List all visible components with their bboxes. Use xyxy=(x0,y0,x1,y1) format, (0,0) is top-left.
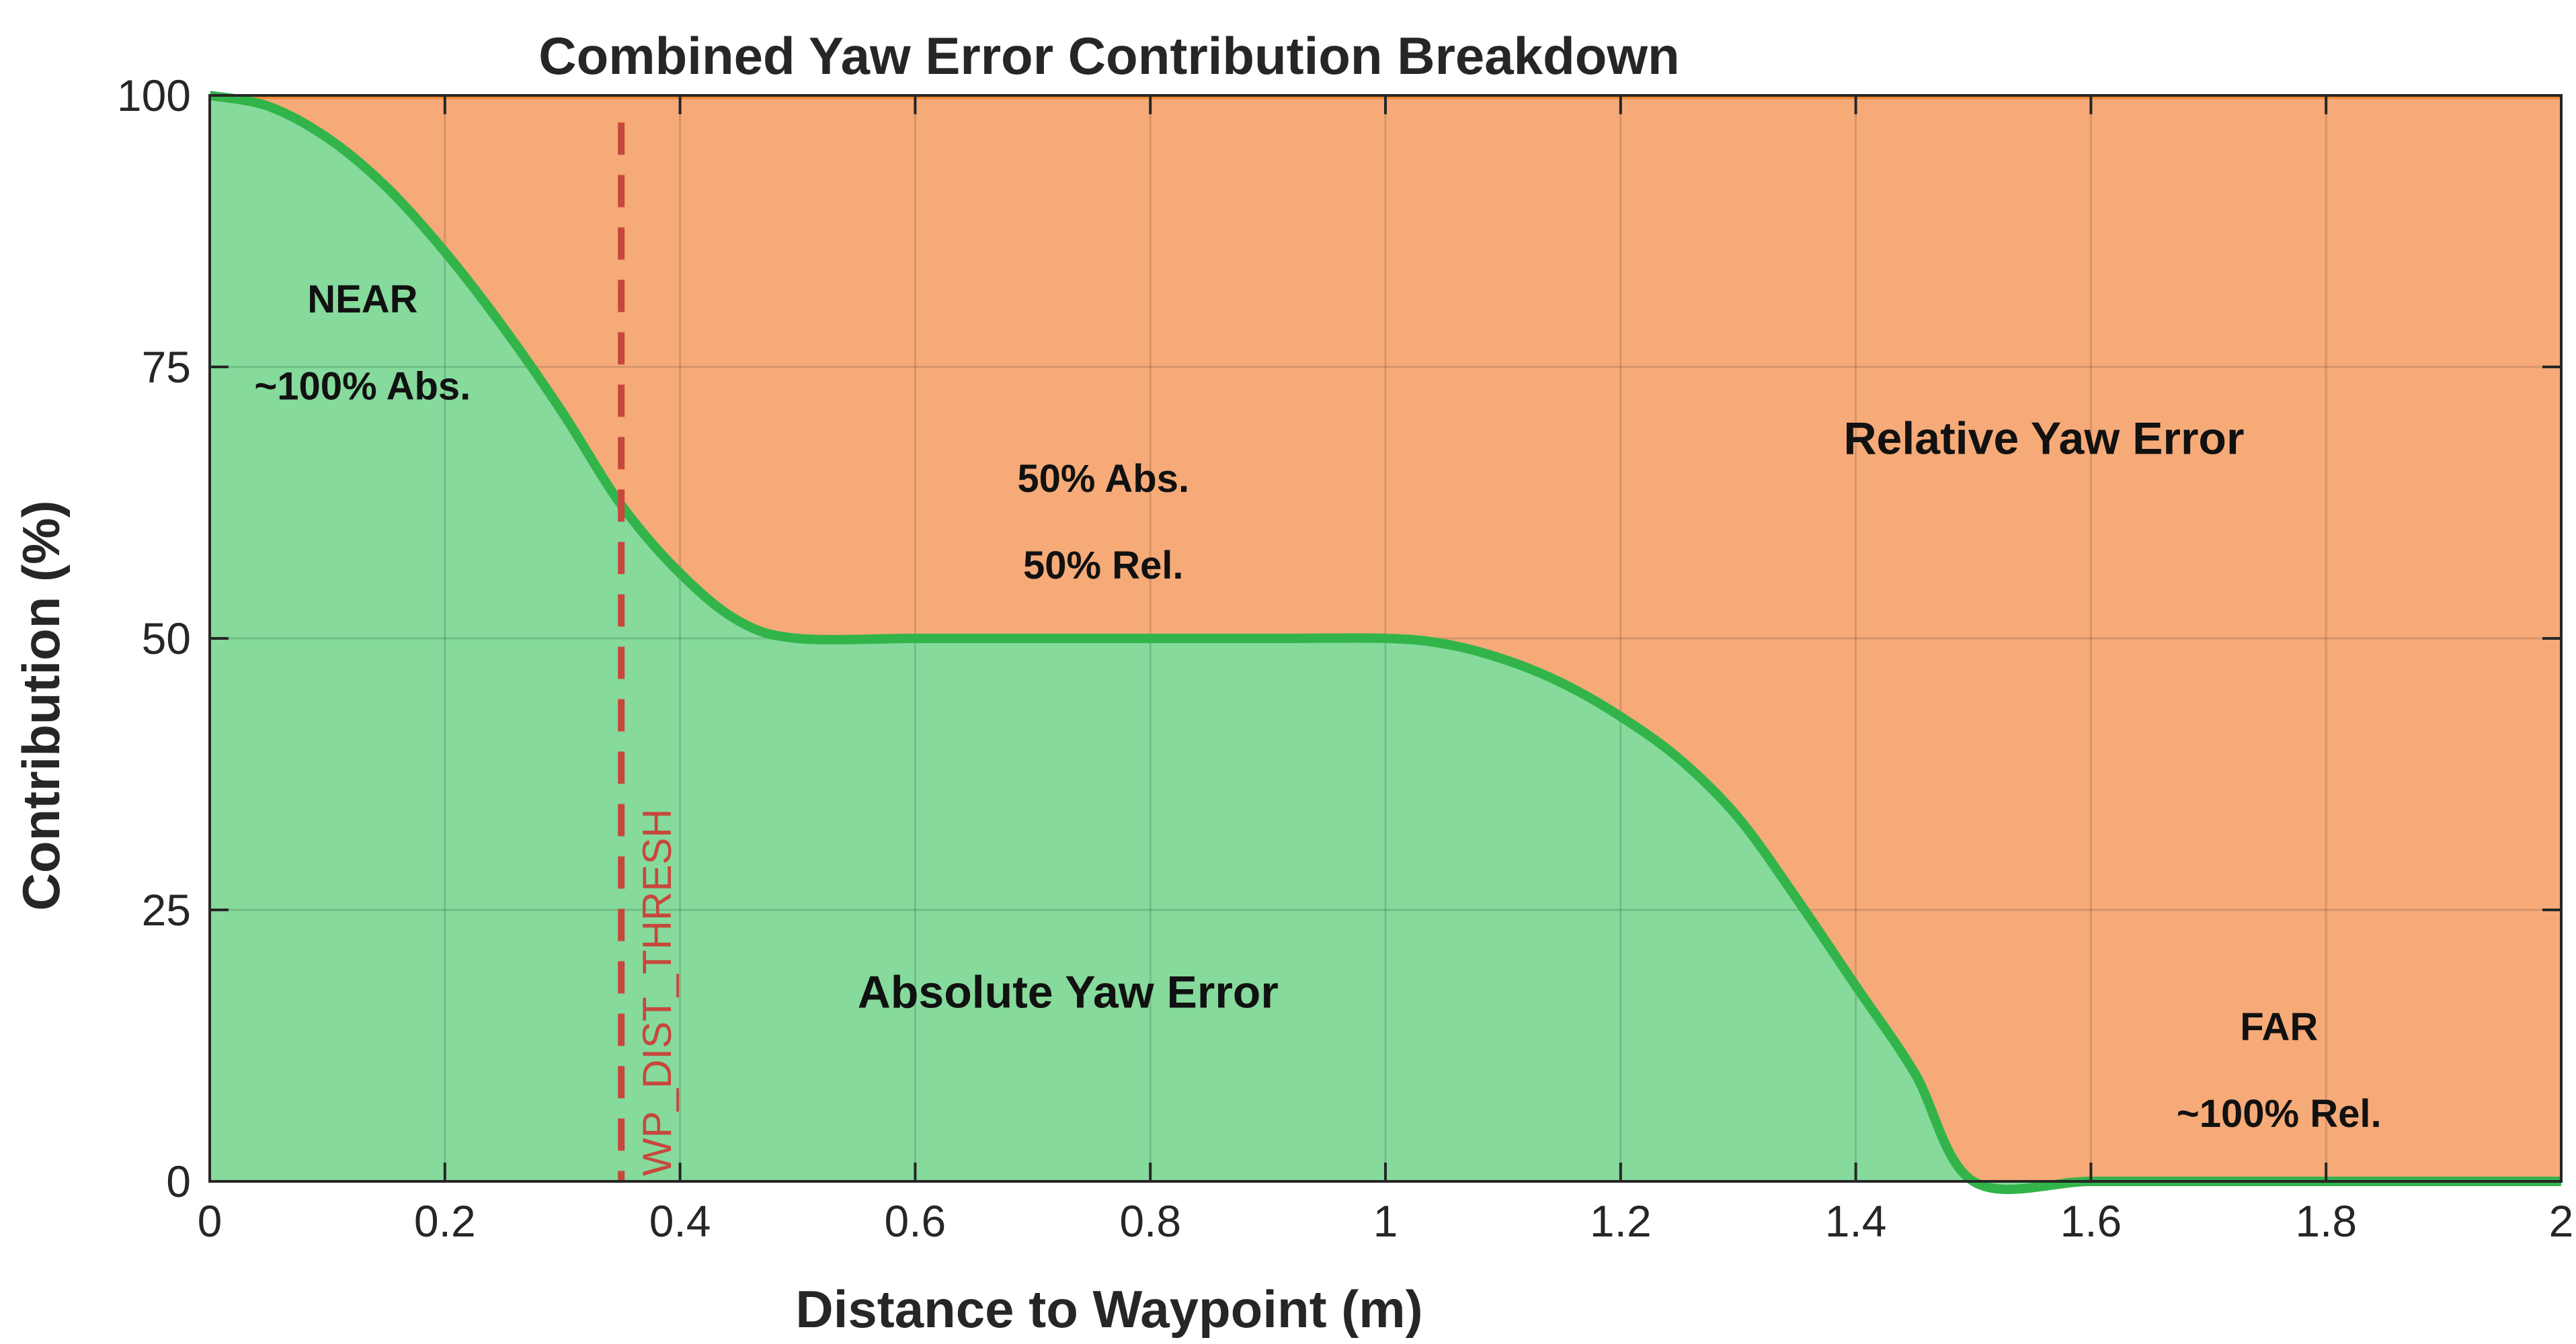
x-tick-label: 1.2 xyxy=(1590,1196,1652,1246)
y-tick-label: 50 xyxy=(142,614,191,663)
threshold-label: WP_DIST_THRESH xyxy=(635,808,680,1176)
y-tick-label: 0 xyxy=(166,1157,191,1206)
x-tick-label: 0.2 xyxy=(414,1196,476,1246)
series-line-absolute xyxy=(208,91,2561,1194)
y-tick-label: 25 xyxy=(142,885,191,935)
annotation-label: 50% Rel. xyxy=(1023,544,1184,587)
x-axis-label: Distance to Waypoint (m) xyxy=(795,1279,1422,1339)
area-relative-yaw-error xyxy=(210,95,2561,1189)
annotation-label: NEAR xyxy=(307,278,417,321)
y-tick-label: 100 xyxy=(117,71,191,120)
plot-area: WP_DIST_THRESH 0 0.2 0.4 0.6 0.8 1 1.2 1.4 1.6 1.8… xyxy=(117,71,2573,1246)
x-tick-label: 1.6 xyxy=(2060,1196,2122,1246)
annotation-label: ~100% Rel. xyxy=(2177,1092,2382,1136)
annotation-label: 50% Abs. xyxy=(1017,457,1189,501)
chart-title: Combined Yaw Error Contribution Breakdow… xyxy=(538,26,1679,85)
x-tick-label: 0.4 xyxy=(649,1196,711,1246)
annotation-label: ~100% Abs. xyxy=(254,364,471,408)
annotation-label: FAR xyxy=(2240,1005,2318,1049)
x-tick-label: 1 xyxy=(1373,1196,1398,1246)
x-tick-label: 1.4 xyxy=(1825,1196,1887,1246)
annotation-label: Absolute Yaw Error xyxy=(858,966,1279,1017)
x-tick-label: 0.8 xyxy=(1119,1196,1181,1246)
x-tick-label: 0.6 xyxy=(885,1196,947,1246)
annotation-label: Relative Yaw Error xyxy=(1843,413,2244,464)
y-tick-label: 75 xyxy=(142,342,191,392)
x-tick-label: 1.8 xyxy=(2295,1196,2357,1246)
y-axis-label: Contribution (%) xyxy=(11,501,71,911)
x-tick-label: 2 xyxy=(2549,1196,2574,1246)
x-tick-label: 0 xyxy=(198,1196,223,1246)
